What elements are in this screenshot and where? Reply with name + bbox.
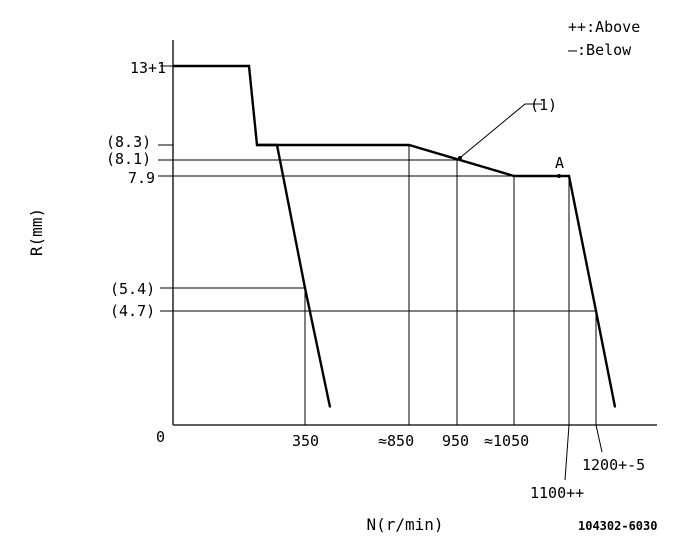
x-axis-title: N(r/min)	[366, 515, 443, 534]
annotation-A-marker	[557, 174, 561, 178]
annotation-A: A	[555, 154, 564, 172]
guide-lines	[158, 65, 603, 481]
x-tick-label-950: 950	[442, 432, 469, 450]
annotation-1: (1)	[530, 96, 557, 114]
y-tick-label-8.3: (8.3)	[106, 133, 151, 151]
annotation-layer	[458, 103, 561, 178]
y-axis-title: R(mm)	[27, 208, 46, 256]
annotation-1-leader	[460, 103, 526, 158]
x-leader-1200	[595, 424, 603, 453]
series-2-point-4	[329, 406, 331, 408]
drawing-code: 104302-6030	[578, 519, 657, 533]
x-leader-1100	[564, 424, 570, 481]
y-tick-label-7.9: 7.9	[128, 169, 155, 187]
series-line-1	[173, 64, 617, 408]
series-1-point-8	[614, 406, 616, 408]
x-tick-label-1100: 1100++	[530, 484, 584, 502]
series-2-point-2	[276, 144, 278, 146]
series-1-point-1	[172, 65, 174, 67]
legend-above: ++:Above	[568, 18, 640, 36]
x-tick-label-850: ≈850	[378, 432, 414, 450]
series-1-point-2	[248, 65, 250, 67]
series-layer	[172, 64, 617, 408]
series-1-point-6	[568, 175, 570, 177]
annotation-1-marker	[458, 156, 462, 160]
x-tick-label-0: 0	[156, 428, 165, 446]
y-tick-label-5.4: (5.4)	[110, 280, 155, 298]
series-1-point-7	[595, 310, 597, 312]
x-tick-label-1050: ≈1050	[484, 432, 529, 450]
series-2-point-3	[304, 287, 306, 289]
y-tick-label-4.7: (4.7)	[110, 302, 155, 320]
series-1-point-5	[513, 175, 515, 177]
y-tick-label-13: 13+1	[130, 59, 166, 77]
series-1-point-4	[408, 144, 410, 146]
y-tick-label-8.1: (8.1)	[106, 150, 151, 168]
x-tick-label-350: 350	[292, 432, 319, 450]
x-tick-label-1200: 1200+-5	[582, 456, 645, 474]
series-line-2	[257, 143, 332, 408]
legend-below: —:Below	[568, 41, 632, 59]
series-2-point-1	[256, 144, 258, 146]
